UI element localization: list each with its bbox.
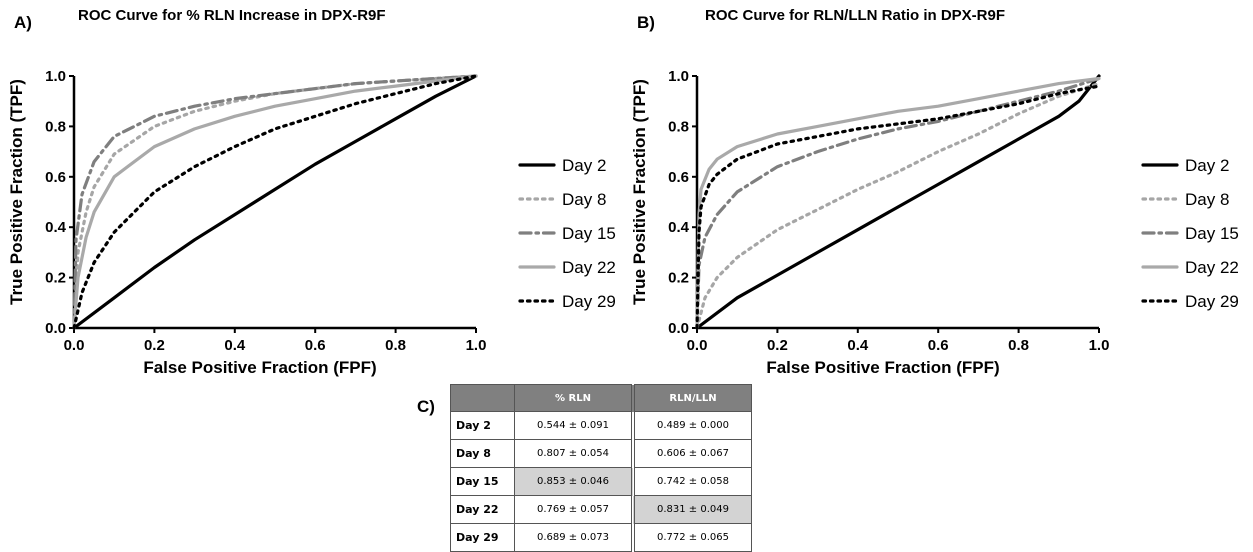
panel-c-label: C) <box>417 397 435 416</box>
legend-label: Day 8 <box>562 190 606 209</box>
row-label: Day 29 <box>450 523 515 552</box>
series-line-day-22 <box>72 74 478 330</box>
x-tick-label: 0.8 <box>385 337 406 354</box>
x-tick-label: 1.0 <box>1089 337 1110 354</box>
series-line-day-22 <box>695 76 1101 330</box>
table-body: Day 2 0.544 ± 0.091 0.489 ± 0.000 Day 8 0.80… <box>450 411 752 552</box>
panel-a-label: A) <box>14 13 32 32</box>
y-tick-label: 0.2 <box>45 270 66 287</box>
series-line-day-8 <box>695 81 1101 330</box>
legend-label: Day 29 <box>1185 292 1239 311</box>
x-tick-label: 1.0 <box>466 337 487 354</box>
figure: A) ROC Curve for % RLN Increase in DPX-R… <box>7 7 1239 377</box>
cell-rln: 0.689 ± 0.073 <box>514 523 635 552</box>
legend-label: Day 2 <box>562 156 606 175</box>
y-axis-label: True Positive Fraction (TPF) <box>630 79 649 305</box>
cell-rln: 0.853 ± 0.046 <box>514 467 635 496</box>
y-tick-label: 1.0 <box>45 68 66 85</box>
x-tick-label: 0.0 <box>64 337 85 354</box>
table-row: Day 15 0.853 ± 0.046 0.742 ± 0.058 <box>450 467 752 496</box>
cell-rln: 0.769 ± 0.057 <box>514 495 635 524</box>
x-tick-label: 0.2 <box>767 337 788 354</box>
table-header-row: % RLN RLN/LLN <box>450 384 752 412</box>
x-tick-label: 0.2 <box>144 337 165 354</box>
x-tick-label: 0.6 <box>928 337 949 354</box>
y-tick-label: 0.0 <box>45 320 66 337</box>
x-axis-label: False Positive Fraction (FPF) <box>143 358 376 377</box>
row-label: Day 15 <box>450 467 515 496</box>
legend-label: Day 15 <box>1185 224 1239 243</box>
table-row: Day 2 0.544 ± 0.091 0.489 ± 0.000 <box>450 411 752 440</box>
y-tick-label: 0.8 <box>668 118 689 135</box>
y-tick-label: 0.6 <box>668 169 689 186</box>
y-tick-label: 0.2 <box>668 270 689 287</box>
legend-label: Day 29 <box>562 292 616 311</box>
series-line-day-8 <box>72 74 478 330</box>
panel-b-label: B) <box>637 13 655 32</box>
series-line-day-15 <box>72 74 478 330</box>
legend-label: Day 22 <box>562 258 616 277</box>
table-corner-cell <box>450 384 515 412</box>
x-tick-label: 0.6 <box>305 337 326 354</box>
table-row: Day 22 0.769 ± 0.057 0.831 ± 0.049 <box>450 495 752 524</box>
chart-b-plot: 0.0 0.2 0.4 0.6 0.8 1.0 0.0 0.2 0.4 0.6 0.8 1.0 Fals… <box>630 68 1239 377</box>
chart-b-title: ROC Curve for RLN/LLN Ratio in DPX-R9F <box>705 7 1005 24</box>
y-tick-label: 0.0 <box>668 320 689 337</box>
cell-ratio: 0.831 ± 0.049 <box>632 495 752 524</box>
series-line-day-29 <box>695 84 1101 330</box>
table-row: Day 8 0.807 ± 0.054 0.606 ± 0.067 <box>450 439 752 468</box>
row-label: Day 22 <box>450 495 515 524</box>
y-tick-label: 1.0 <box>668 68 689 85</box>
y-tick-label: 0.4 <box>45 219 67 236</box>
x-tick-label: 0.8 <box>1008 337 1029 354</box>
y-tick-label: 0.6 <box>45 169 66 186</box>
cell-ratio: 0.772 ± 0.065 <box>632 523 752 552</box>
x-tick-label: 0.4 <box>847 337 869 354</box>
auc-table: % RLN RLN/LLN Day 2 0.544 ± 0.091 0.489 ± … <box>450 384 752 552</box>
series-line-day-2 <box>695 74 1101 330</box>
y-tick-label: 0.4 <box>668 219 690 236</box>
row-label: Day 8 <box>450 439 515 468</box>
table-row: Day 29 0.689 ± 0.073 0.772 ± 0.065 <box>450 523 752 552</box>
column-header-rln: % RLN <box>514 384 635 412</box>
y-tick-label: 0.8 <box>45 118 66 135</box>
legend-label: Day 22 <box>1185 258 1239 277</box>
x-axis-label: False Positive Fraction (FPF) <box>766 358 999 377</box>
column-header-ratio: RLN/LLN <box>632 384 752 412</box>
series-line-day-2 <box>72 74 478 330</box>
chart-a-plot: 0.0 0.2 0.4 0.6 0.8 1.0 0.0 0.2 0.4 0.6 0.8 1.0 Fals… <box>7 68 616 377</box>
x-tick-label: 0.0 <box>687 337 708 354</box>
y-axis-label: True Positive Fraction (TPF) <box>7 79 26 305</box>
cell-rln: 0.807 ± 0.054 <box>514 439 635 468</box>
cell-ratio: 0.606 ± 0.067 <box>632 439 752 468</box>
cell-rln: 0.544 ± 0.091 <box>514 411 635 440</box>
cell-ratio: 0.742 ± 0.058 <box>632 467 752 496</box>
legend-label: Day 8 <box>1185 190 1229 209</box>
series-line-day-15 <box>695 76 1101 330</box>
chart-a-title: ROC Curve for % RLN Increase in DPX-R9F <box>78 7 386 24</box>
panel-a: A) ROC Curve for % RLN Increase in DPX-R… <box>7 7 616 377</box>
panel-b: B) ROC Curve for RLN/LLN Ratio in DPX-R9… <box>630 7 1239 377</box>
legend-label: Day 2 <box>1185 156 1229 175</box>
series-line-day-29 <box>72 74 478 330</box>
row-label: Day 2 <box>450 411 515 440</box>
cell-ratio: 0.489 ± 0.000 <box>632 411 752 440</box>
x-tick-label: 0.4 <box>224 337 246 354</box>
legend-label: Day 15 <box>562 224 616 243</box>
